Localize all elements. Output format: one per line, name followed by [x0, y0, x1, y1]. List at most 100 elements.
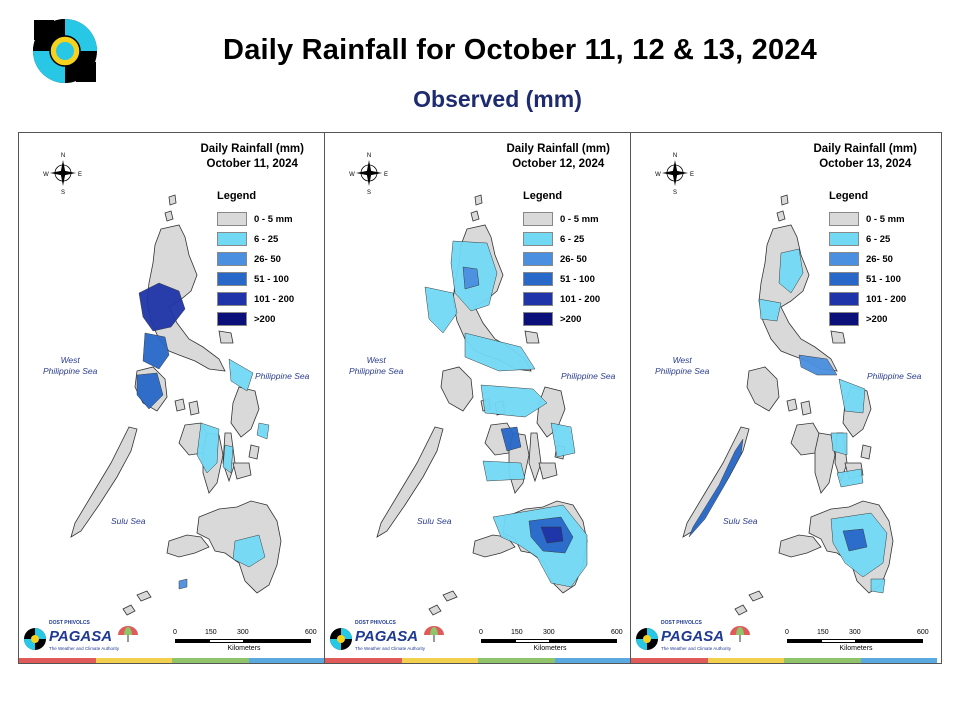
legend-label: 6 - 25	[560, 233, 585, 245]
land-area	[524, 330, 540, 344]
scale-tick-label: 600	[611, 629, 623, 636]
legend-swatch	[523, 252, 553, 266]
color-strip-segment	[478, 658, 555, 663]
scale-unit: Kilometers	[839, 645, 873, 652]
land-area	[136, 590, 152, 602]
map-date: October 11, 2024	[206, 158, 298, 170]
color-strip-segment	[860, 658, 937, 663]
compass-label: W	[43, 172, 49, 178]
color-strip-segment	[95, 658, 172, 663]
land-area	[166, 534, 210, 558]
land-area	[442, 590, 458, 602]
philippine-sea-label: Philippine Sea	[255, 371, 310, 381]
compass-rose-icon: N S E W	[43, 153, 82, 196]
map-heading: Daily Rainfall (mm)	[506, 143, 610, 155]
rainfall-area	[540, 526, 564, 544]
rainfall-area	[142, 332, 170, 370]
scale-bar-graphic	[787, 639, 923, 643]
rainfall-area	[482, 460, 526, 482]
land-area	[474, 194, 483, 206]
legend-swatch	[217, 292, 247, 306]
legend-swatch	[523, 272, 553, 286]
land-area	[734, 604, 748, 616]
sulu-sea-label: Sulu Sea	[723, 516, 758, 526]
scale-tick-label: 600	[305, 629, 317, 636]
legend-item: >200	[523, 309, 600, 329]
map-heading: Daily Rainfall (mm)	[200, 143, 304, 155]
land-area	[830, 330, 846, 344]
page-title: Daily Rainfall for October 11, 12 & 13, …	[223, 34, 817, 66]
rainfall-area	[830, 432, 848, 456]
legend-item: 26- 50	[217, 249, 294, 269]
map-title: Daily Rainfall (mm) October 11, 2024	[200, 142, 304, 172]
legend-swatch	[829, 312, 859, 326]
rainfall-area	[550, 422, 576, 458]
rainfall-area	[256, 422, 270, 440]
west-philippine-sea-label: West Philippine Sea	[43, 355, 98, 376]
scale-tick-label: 0	[479, 629, 483, 636]
legend-label: 6 - 25	[866, 233, 891, 245]
map-title: Daily Rainfall (mm) October 12, 2024	[506, 142, 610, 172]
legend-item: 51 - 100	[523, 269, 600, 289]
color-strip-segment	[19, 658, 96, 663]
umbrella-icon	[424, 626, 444, 642]
compass-label: N	[367, 153, 371, 159]
land-area	[122, 604, 136, 616]
map-legend: Legend 0 - 5 mm 6 - 25 26- 50 51 - 100 101 - …	[829, 190, 906, 329]
legend-swatch	[829, 272, 859, 286]
page-subtitle: Observed (mm)	[413, 86, 582, 112]
scale-tick-label: 150	[205, 629, 217, 636]
scale-tick-label: 300	[237, 629, 249, 636]
legend-swatch	[523, 312, 553, 326]
sulu-sea-label: Sulu Sea	[417, 516, 452, 526]
philippine-sea-label: Philippine Sea	[561, 371, 616, 381]
agency-top-label: DOST PHIVOLCS	[661, 620, 702, 626]
land-area	[472, 534, 516, 558]
agency-tagline: The Weather and Climate Authority	[661, 646, 731, 651]
legend-item: 0 - 5 mm	[217, 209, 294, 229]
legend-item: 26- 50	[523, 249, 600, 269]
legend-title: Legend	[829, 190, 869, 202]
land-area	[758, 224, 838, 372]
rainfall-area	[500, 426, 522, 452]
map-panel-oct-13: N S E W Daily Rainfall (mm) October 13, 2024 L…	[631, 133, 937, 663]
agency-top-label: DOST PHIVOLCS	[49, 620, 90, 626]
rainfall-layer	[424, 240, 588, 588]
color-strip	[19, 658, 324, 663]
land-area	[748, 590, 764, 602]
legend-label: 26- 50	[254, 253, 281, 265]
land-area	[428, 604, 442, 616]
legend-label: 0 - 5 mm	[866, 213, 905, 225]
legend-item: 6 - 25	[829, 229, 906, 249]
compass-label: W	[655, 172, 661, 178]
compass-label: S	[367, 190, 371, 196]
agency-name: PAGASA	[661, 628, 725, 645]
rainfall-area	[842, 528, 868, 552]
philippines-map: N S E W	[43, 153, 282, 616]
sulu-sea-label: Sulu Sea	[111, 516, 146, 526]
legend-label: 51 - 100	[560, 273, 595, 285]
legend-swatch	[829, 252, 859, 266]
pagasa-emblem-icon	[24, 628, 46, 650]
maps-container: N S E W Daily Rainfall (mm) October 11, 2024 L…	[18, 132, 942, 664]
land-area	[70, 426, 138, 538]
land-area	[470, 210, 480, 222]
legend-swatch	[829, 292, 859, 306]
color-strip	[325, 658, 630, 663]
legend-label: 101 - 200	[866, 293, 907, 305]
legend-item: 101 - 200	[523, 289, 600, 309]
land-area	[746, 366, 780, 412]
legend-item: >200	[217, 309, 294, 329]
scale-bar: 0 150 300 600 Kilometers	[171, 629, 317, 659]
rainfall-layer	[136, 282, 270, 590]
scale-unit: Kilometers	[227, 645, 261, 652]
legend-swatch	[217, 272, 247, 286]
rainfall-area	[480, 384, 548, 418]
scale-tick-label: 300	[849, 629, 861, 636]
scale-bar-graphic	[175, 639, 311, 643]
rainfall-area	[798, 354, 838, 376]
land-area	[528, 432, 542, 483]
rainfall-area	[178, 578, 188, 590]
land-area	[168, 194, 177, 206]
compass-label: E	[78, 172, 82, 178]
